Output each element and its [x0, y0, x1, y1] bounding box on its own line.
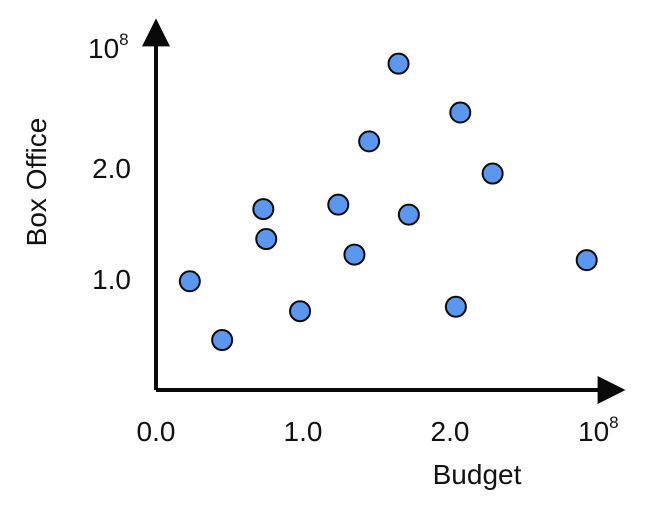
data-point	[387, 52, 410, 75]
data-point	[255, 228, 278, 251]
y-tick-label: 2.0	[92, 153, 131, 184]
x-axis-title: Budget	[433, 459, 522, 490]
data-point	[444, 295, 467, 318]
data-point	[358, 130, 381, 153]
y-axis-title: Box Office	[21, 118, 52, 247]
data-point	[397, 203, 420, 226]
data-point	[289, 300, 312, 323]
y-tick-label: 1.0	[92, 264, 131, 295]
data-point	[343, 243, 366, 266]
data-point	[575, 249, 598, 272]
data-point	[178, 270, 201, 293]
data-point	[252, 198, 275, 221]
y-axis-max-base: 10	[88, 33, 119, 64]
y-axis-max-exponent: 8	[119, 30, 128, 49]
data-point	[481, 162, 504, 185]
data-points	[178, 52, 598, 352]
x-tick-label: 2.0	[431, 416, 470, 447]
data-point	[211, 329, 234, 352]
x-axis-max-base: 10	[578, 416, 609, 447]
x-tick-label: 0.0	[137, 416, 176, 447]
x-tick-label: 1.0	[284, 416, 323, 447]
x-axis-max-exponent: 8	[609, 413, 618, 432]
x-axis-max-label: 108	[578, 413, 619, 447]
data-point	[449, 101, 472, 124]
y-tick-labels: 1.0 2.0	[92, 153, 131, 295]
x-tick-labels: 0.0 1.0 2.0	[137, 416, 470, 447]
data-point	[327, 193, 350, 216]
y-axis-max-label: 108	[88, 30, 129, 64]
